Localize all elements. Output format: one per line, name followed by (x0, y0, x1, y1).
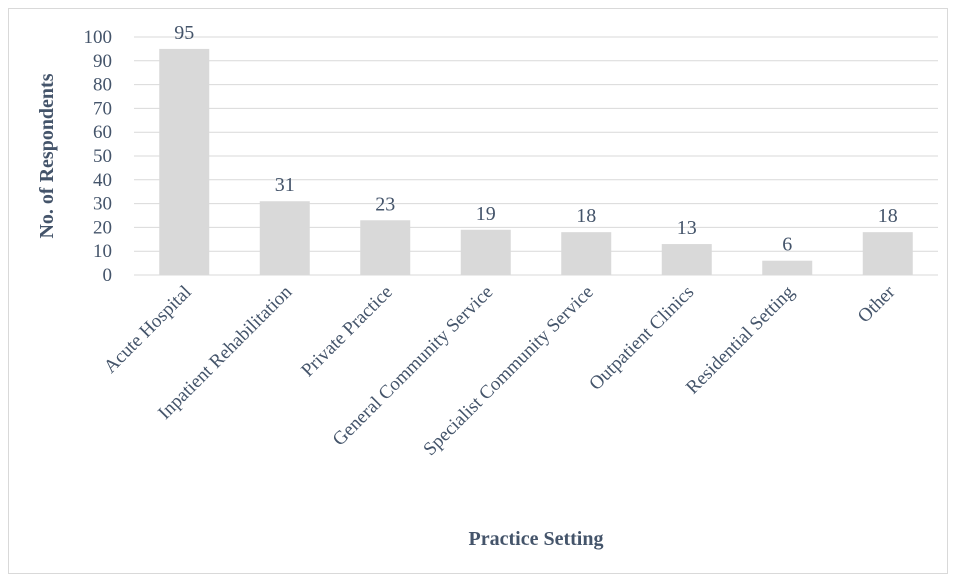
x-tick-label: Other (854, 281, 900, 327)
y-tick-label: 20 (93, 217, 112, 238)
bars (159, 48, 913, 276)
y-tick-label: 90 (93, 51, 112, 72)
y-tick-label: 40 (93, 170, 112, 191)
x-tick-label: General Community Service (329, 282, 498, 451)
data-label: 19 (476, 203, 496, 225)
data-label: 18 (576, 205, 596, 227)
bar (862, 232, 913, 275)
x-tick-label: Acute Hospital (100, 282, 196, 378)
y-tick-label: 10 (93, 241, 112, 262)
x-tick-label: Private Practice (297, 282, 397, 382)
y-tick-label: 60 (93, 122, 112, 143)
x-tick-label: Outpatient Clinics (585, 282, 698, 395)
y-tick-label: 0 (103, 265, 113, 286)
y-tick-label: 100 (84, 27, 113, 48)
x-tick-label: Residential Setting (682, 281, 799, 398)
bar (159, 48, 210, 276)
bar (360, 220, 411, 275)
x-tick-label: Specialist Community Service (419, 282, 597, 460)
data-label: 13 (677, 217, 697, 239)
data-label: 6 (782, 234, 792, 256)
data-label: 23 (375, 193, 395, 215)
y-tick-label: 50 (93, 146, 112, 167)
x-axis-title: Practice Setting (469, 528, 604, 550)
bar (460, 229, 511, 275)
bar (661, 244, 712, 275)
bar (259, 201, 310, 275)
y-tick-label: 80 (93, 75, 112, 96)
bar (561, 232, 612, 275)
data-label: 95 (174, 22, 194, 44)
data-label: 18 (878, 205, 898, 227)
y-tick-label: 30 (93, 194, 112, 215)
data-label: 31 (275, 174, 295, 196)
y-tick-label: 70 (93, 98, 112, 119)
data-labels: 95 31 23 19 18 13 6 18 (174, 22, 898, 256)
bar (762, 260, 813, 275)
y-axis-title: No. of Respondents (36, 73, 58, 238)
gridlines (134, 36, 938, 276)
